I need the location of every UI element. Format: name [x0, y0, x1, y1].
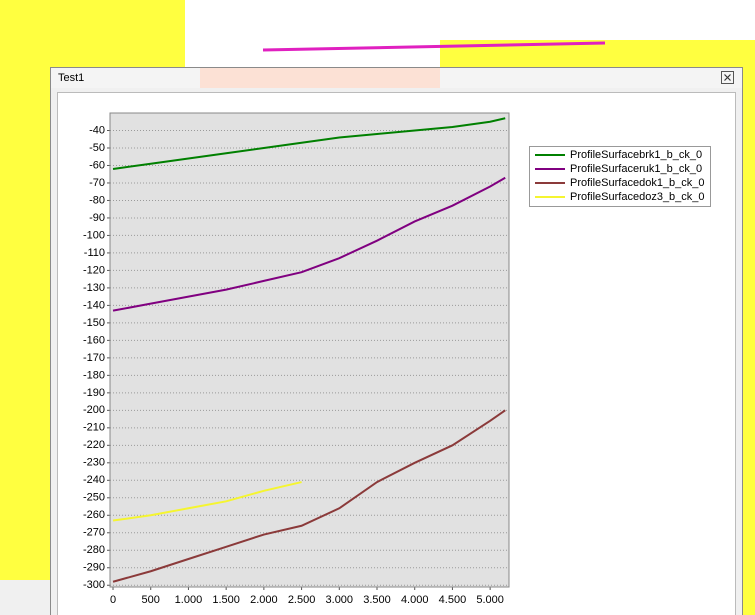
- plot-area: [110, 113, 509, 587]
- titlebar-tint: [200, 68, 440, 88]
- y-tick-label: -40: [89, 124, 105, 136]
- legend-label: ProfileSurfacebrk1_b_ck_0: [570, 149, 702, 161]
- chart: -40 -50 -60 -70 -80 -90 -100 -110 -120 -130 -140 -1…: [83, 117, 711, 606]
- map-area: [440, 0, 755, 40]
- x-tick-label: 1.000: [175, 594, 203, 606]
- y-tick-label: -160: [83, 334, 105, 346]
- x-tick-label: 5.000: [476, 594, 504, 606]
- y-tick-label: -100: [83, 229, 105, 241]
- y-tick-label: -200: [83, 404, 105, 416]
- x-tick-label: 2.000: [250, 594, 278, 606]
- y-tick-label: -170: [83, 352, 105, 364]
- plot-frame: [109, 112, 510, 588]
- window-title: Test1: [58, 72, 84, 84]
- y-tick-label: -110: [84, 247, 105, 259]
- y-tick-label: -290: [83, 562, 105, 574]
- y-tick-label: -120: [83, 264, 105, 276]
- x-tick-label: 2.500: [288, 594, 316, 606]
- series-line: [112, 176, 506, 312]
- y-tick-label: -180: [83, 369, 105, 381]
- map-area: [185, 0, 440, 67]
- x-tick-label: 500: [142, 594, 160, 606]
- y-tick-label: -80: [89, 194, 105, 206]
- y-tick-label: -220: [83, 439, 105, 451]
- legend-label: ProfileSurfacedok1_b_ck_0: [570, 177, 705, 189]
- y-tick-label: -130: [83, 282, 105, 294]
- close-button[interactable]: [721, 71, 734, 84]
- y-tick-label: -60: [89, 159, 105, 171]
- y-tick-label: -240: [83, 474, 105, 486]
- x-tick-label: 3.500: [363, 594, 391, 606]
- y-tick-label: -210: [83, 422, 105, 434]
- map-line: [262, 41, 606, 52]
- y-tick-label: -270: [83, 527, 105, 539]
- y-tick-label: -50: [89, 142, 105, 154]
- y-tick-label: -280: [83, 544, 105, 556]
- close-icon[interactable]: [724, 74, 731, 81]
- toolbar: [0, 580, 50, 615]
- legend-label: ProfileSurfaceruk1_b_ck_0: [570, 163, 702, 175]
- series-line: [112, 481, 302, 522]
- y-tick-label: -90: [89, 212, 105, 224]
- x-tick-label: 1.500: [212, 594, 240, 606]
- y-tick-label: -150: [83, 317, 105, 329]
- x-tick-label: 3.000: [326, 594, 354, 606]
- x-tick-label: 4.000: [401, 594, 429, 606]
- x-tick-label: 4.500: [439, 594, 467, 606]
- y-tick-label: -300: [83, 579, 105, 591]
- x-tick-label: 0: [110, 594, 116, 606]
- series-line: [112, 117, 506, 170]
- series-line: [112, 409, 506, 583]
- y-tick-label: -230: [83, 457, 105, 469]
- legend-label: ProfileSurfacedoz3_b_ck_0: [570, 191, 705, 203]
- y-tick-label: -190: [83, 387, 105, 399]
- y-tick-label: -70: [89, 177, 105, 189]
- map-area: [0, 10, 185, 67]
- y-tick-label: -260: [83, 509, 105, 521]
- y-tick-label: -250: [83, 492, 105, 504]
- y-tick-label: -140: [83, 299, 105, 311]
